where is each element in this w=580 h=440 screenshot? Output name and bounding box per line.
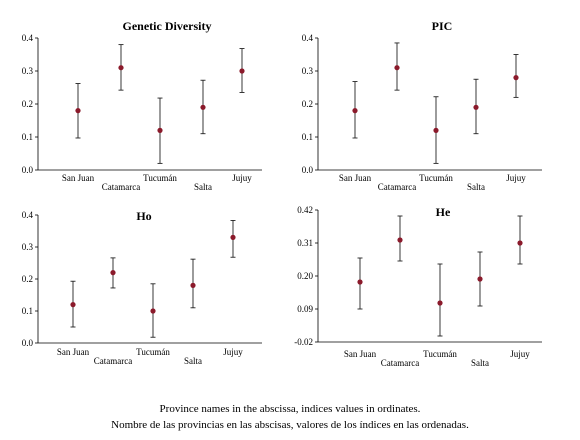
category-label: Jujuy bbox=[223, 347, 243, 357]
y-tick-label: 0.1 bbox=[302, 132, 313, 142]
panel-pic: PIC 0.0 0.1 0.2 0.3 0.4 San Juan CatamarcaTucum… bbox=[302, 19, 542, 192]
category-label: Jujuy bbox=[506, 173, 526, 183]
data-point bbox=[357, 279, 363, 285]
y-tick-label: 0.3 bbox=[22, 242, 34, 252]
category-label: Tucumán bbox=[423, 349, 457, 359]
category-label: San Juan bbox=[344, 349, 377, 359]
category-label: Tucumán bbox=[136, 347, 170, 357]
data-point bbox=[230, 234, 236, 240]
category-label: Jujuy bbox=[510, 349, 530, 359]
data-point bbox=[397, 237, 403, 243]
category-label: Catamarca bbox=[102, 182, 140, 192]
category-label: San Juan bbox=[62, 173, 95, 183]
chart-title: He bbox=[436, 205, 451, 219]
data-point bbox=[150, 308, 156, 314]
data-point bbox=[477, 276, 483, 282]
caption-english: Province names in the abscissa, indices … bbox=[159, 403, 421, 415]
category-label: San Juan bbox=[339, 173, 372, 183]
data-point bbox=[110, 270, 116, 276]
y-tick-label: 0.0 bbox=[22, 338, 34, 348]
y-tick-label: 0.3 bbox=[302, 66, 314, 76]
chart-title: Genetic Diversity bbox=[123, 19, 212, 33]
y-tick-label: 0.31 bbox=[297, 238, 313, 248]
data-point bbox=[118, 65, 124, 71]
chart-title: PIC bbox=[432, 19, 453, 33]
y-tick-label: 0.3 bbox=[22, 66, 34, 76]
chart-title: Ho bbox=[136, 209, 151, 223]
category-label: Catamarca bbox=[378, 182, 416, 192]
category-label: Tucumán bbox=[419, 173, 453, 183]
data-point bbox=[190, 282, 196, 288]
panel-he: He -0.02 0.09 0.20 0.31 0.42 San Juan Catamarca… bbox=[294, 205, 542, 368]
data-point bbox=[70, 302, 76, 308]
y-tick-label: 0.4 bbox=[22, 210, 34, 220]
category-label: Salta bbox=[194, 182, 212, 192]
data-point bbox=[473, 104, 479, 110]
panel-genetic-diversity: Genetic Diversity 0.0 0.1 0.2 0.3 0.4 San Juan… bbox=[22, 19, 262, 192]
category-label: Salta bbox=[467, 182, 485, 192]
y-tick-label: 0.0 bbox=[302, 165, 314, 175]
data-point bbox=[513, 75, 519, 81]
data-point bbox=[239, 68, 245, 74]
y-tick-label: 0.2 bbox=[302, 99, 313, 109]
data-point bbox=[437, 300, 443, 306]
data-point bbox=[75, 108, 81, 114]
data-point bbox=[517, 240, 523, 246]
caption-spanish: Nombre de las provincias en las abscisas… bbox=[111, 419, 469, 431]
y-tick-label: 0.4 bbox=[302, 33, 314, 43]
category-label: Catamarca bbox=[381, 358, 419, 368]
category-label: Tucumán bbox=[143, 173, 177, 183]
category-label: San Juan bbox=[57, 347, 90, 357]
category-label: Salta bbox=[184, 356, 202, 366]
y-tick-label: 0.2 bbox=[22, 99, 33, 109]
y-tick-label: 0.4 bbox=[22, 33, 34, 43]
category-label: Jujuy bbox=[232, 173, 252, 183]
y-tick-label: 0.1 bbox=[22, 306, 33, 316]
data-point bbox=[352, 108, 358, 114]
data-point bbox=[394, 65, 400, 71]
data-point bbox=[157, 127, 163, 133]
category-label: Salta bbox=[471, 358, 489, 368]
y-tick-label: 0.2 bbox=[22, 274, 33, 284]
y-tick-label: 0.0 bbox=[22, 165, 34, 175]
data-point bbox=[433, 127, 439, 133]
data-point bbox=[200, 104, 206, 110]
y-tick-label: 0.42 bbox=[297, 205, 313, 215]
y-tick-label: 0.1 bbox=[22, 132, 33, 142]
y-tick-label: 0.20 bbox=[297, 271, 313, 281]
y-tick-label: 0.09 bbox=[297, 304, 313, 314]
category-label: Catamarca bbox=[94, 356, 132, 366]
y-tick-label: -0.02 bbox=[294, 337, 313, 347]
panel-ho: Ho 0.0 0.1 0.2 0.3 0.4 San Juan Catamarca Tucumá… bbox=[22, 209, 262, 366]
